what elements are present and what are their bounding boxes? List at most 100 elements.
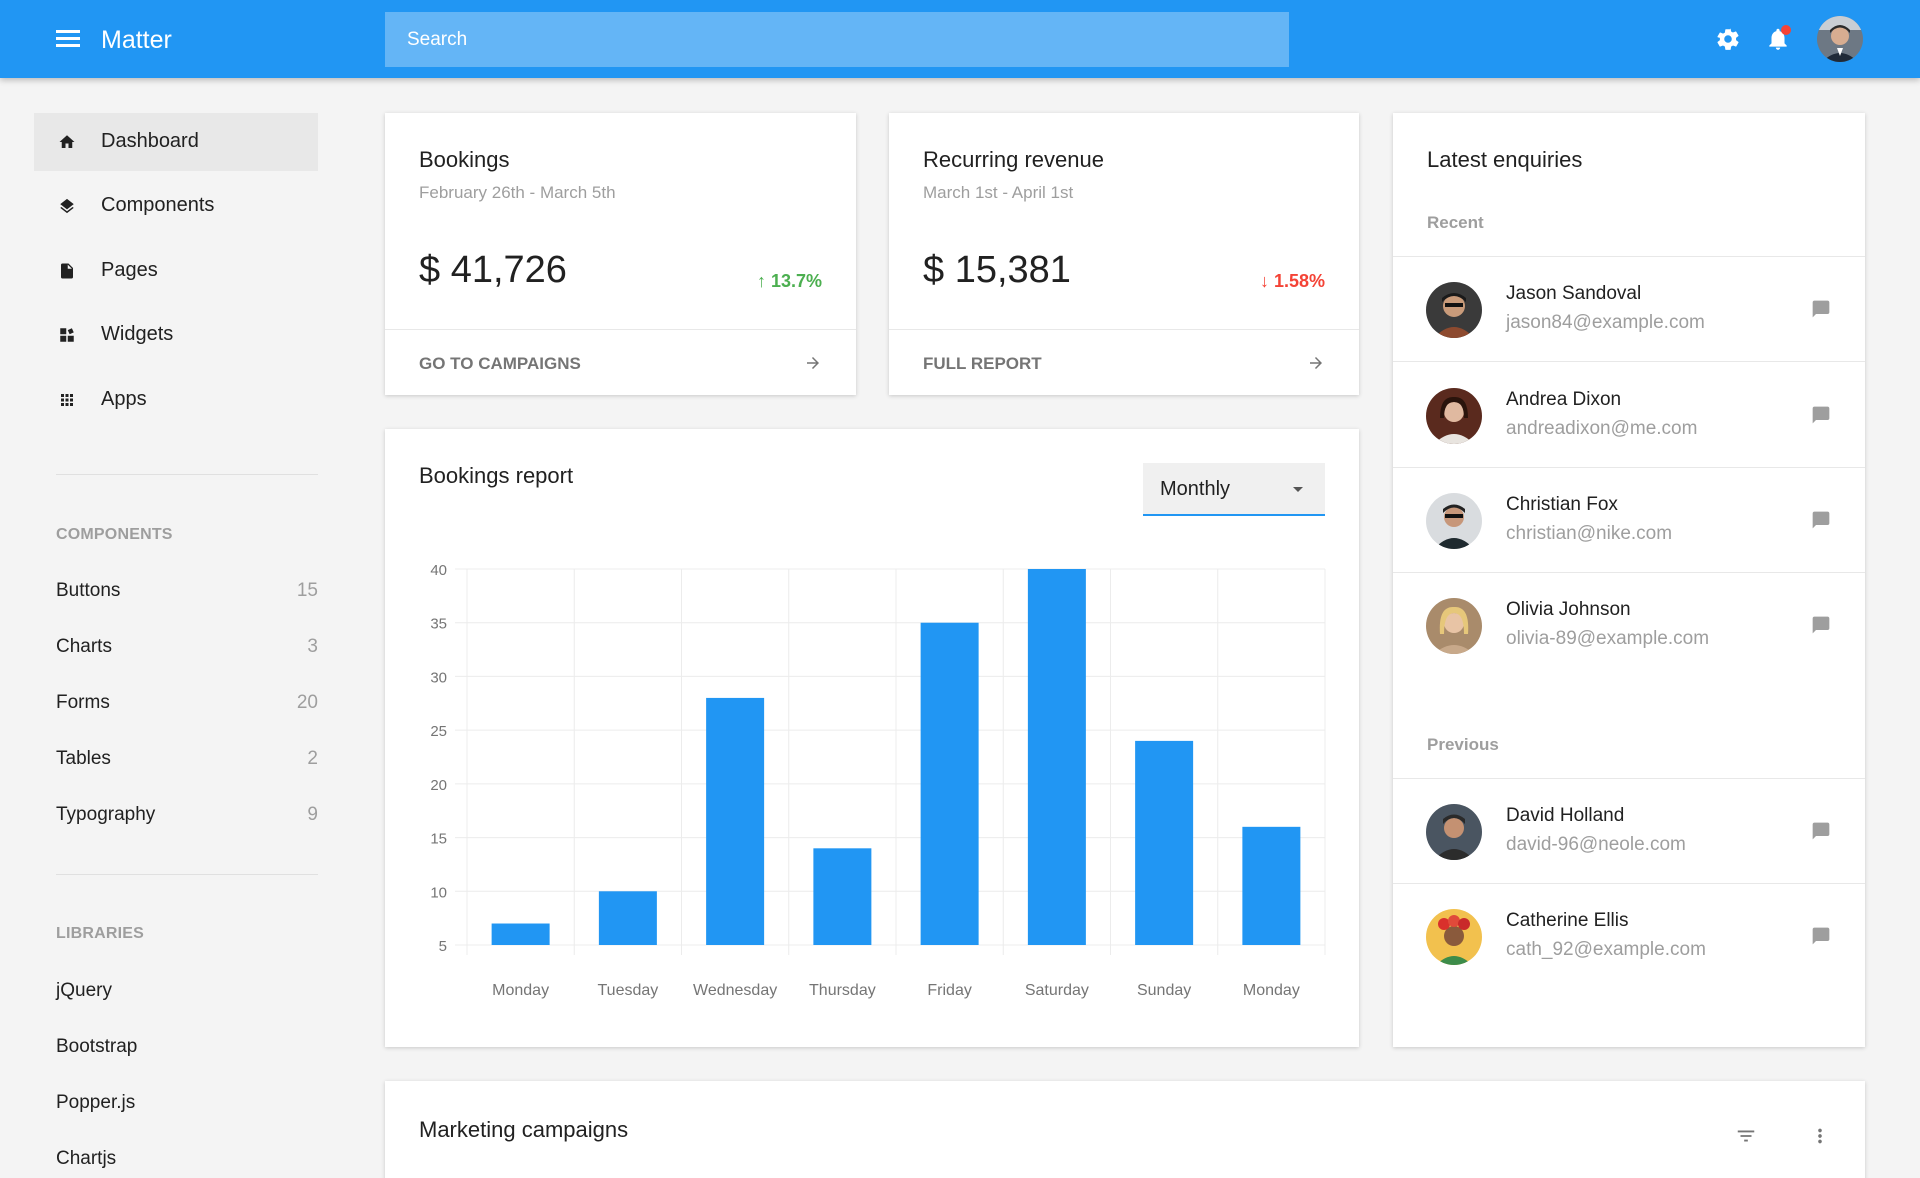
sidebar-link-label: jQuery [56, 980, 112, 1001]
enquiry-name: Jason Sandoval [1506, 283, 1642, 304]
bar [491, 923, 550, 945]
more-vertical-icon[interactable] [1809, 1125, 1831, 1147]
message-icon[interactable] [1811, 615, 1831, 635]
x-tick-label: Monday [1243, 982, 1300, 999]
home-icon [59, 135, 75, 148]
trend-badge: ↓ 1.58% [1260, 271, 1325, 292]
bar [706, 697, 765, 945]
sidebar-link-label: Chartjs [56, 1148, 117, 1169]
enquiry-name: Olivia Johnson [1506, 599, 1631, 620]
y-tick-label: 35 [430, 616, 447, 633]
message-icon[interactable] [1811, 821, 1831, 841]
sidebar-item-label: Apps [101, 388, 147, 410]
person-photo-icon [1426, 388, 1482, 444]
trend-badge: ↑ 13.7% [757, 271, 822, 292]
enquiry-row[interactable]: Jason Sandoval jason84@example.com [1393, 257, 1865, 362]
x-tick-label: Thursday [809, 982, 876, 999]
sidebar-link-buttons[interactable]: Buttons 15 [56, 576, 318, 606]
enquiry-email: olivia-89@example.com [1506, 628, 1710, 649]
avatar [1426, 804, 1482, 860]
bookings-bar-chart: 5 10 15 20 25 30 35 40 Monday Tuesday Wednesday Thu… [430, 562, 1326, 999]
full-report-link[interactable]: FULL REPORT [889, 329, 1359, 395]
bookings-value: $ 41,726 [419, 249, 567, 291]
sidebar-item-label: Dashboard [101, 130, 199, 152]
enquiry-name: Christian Fox [1506, 494, 1618, 515]
bar [1027, 569, 1086, 945]
latest-enquiries-card: Latest enquiries Recent Jason Sandoval j… [1393, 113, 1865, 1047]
sidebar-item-pages[interactable]: Pages [34, 242, 318, 300]
recurring-revenue-card: Recurring revenue March 1st - April 1st … [889, 113, 1359, 395]
avatar [1426, 388, 1482, 444]
arrow-down-icon: ↓ [1259, 271, 1269, 291]
sidebar-link-jquery[interactable]: jQuery [56, 976, 318, 1006]
filter-icon[interactable] [1735, 1125, 1757, 1147]
sidebar-link-label: Buttons [56, 580, 121, 601]
avatar [1426, 493, 1482, 549]
person-photo-icon [1426, 598, 1482, 654]
sidebar-item-components[interactable]: Components [34, 177, 318, 235]
trend-value: 13.7% [770, 271, 822, 291]
period-select[interactable]: Monthly [1143, 463, 1325, 516]
enquiry-email: andreadixon@me.com [1506, 418, 1698, 439]
message-icon[interactable] [1811, 926, 1831, 946]
marketing-campaigns-card: Marketing campaigns [385, 1081, 1865, 1178]
x-tick-label: Tuesday [597, 982, 658, 999]
gear-icon[interactable] [1715, 26, 1741, 52]
enquiry-email: christian@nike.com [1506, 523, 1673, 544]
message-icon[interactable] [1811, 510, 1831, 530]
card-title: Latest enquiries [1427, 147, 1583, 172]
enquiry-name: Andrea Dixon [1506, 389, 1622, 410]
sidebar-link-typography[interactable]: Typography 9 [56, 800, 318, 830]
card-title: Bookings [419, 147, 510, 172]
sidebar-link-popperjs[interactable]: Popper.js [56, 1088, 318, 1118]
person-photo-icon [1426, 804, 1482, 860]
sidebar-link-tables[interactable]: Tables 2 [56, 744, 318, 774]
enquiry-row[interactable]: David Holland david-96@neole.com [1393, 779, 1865, 884]
previous-section-label: Previous [1427, 735, 1499, 754]
bar [920, 622, 979, 945]
period-select-value: Monthly [1160, 478, 1231, 500]
y-tick-label: 20 [430, 777, 447, 794]
enquiry-name: Catherine Ellis [1506, 910, 1629, 931]
enquiry-row[interactable]: Catherine Ellis cath_92@example.com [1393, 884, 1865, 989]
libraries-section-title: LIBRARIES [56, 925, 145, 942]
sidebar-link-count: 2 [307, 748, 318, 769]
sidebar-item-label: Components [101, 194, 215, 216]
enquiry-email: david-96@neole.com [1506, 834, 1686, 855]
x-tick-label: Saturday [1025, 982, 1089, 999]
menu-icon[interactable] [56, 30, 80, 48]
enquiry-row[interactable]: Christian Fox christian@nike.com [1393, 468, 1865, 573]
sidebar-divider [56, 874, 318, 875]
sidebar-link-chartjs[interactable]: Chartjs [56, 1144, 318, 1174]
x-tick-label: Wednesday [693, 982, 777, 999]
sidebar-item-apps[interactable]: Apps [34, 371, 318, 429]
notification-badge [1781, 25, 1791, 35]
sidebar-item-label: Widgets [101, 323, 174, 345]
sidebar-item-dashboard[interactable]: Dashboard [34, 113, 318, 171]
y-tick-label: 15 [430, 831, 447, 848]
user-photo-icon [1817, 16, 1863, 62]
bar [1242, 826, 1301, 945]
message-icon[interactable] [1811, 405, 1831, 425]
sidebar-link-bootstrap[interactable]: Bootstrap [56, 1032, 318, 1062]
sidebar-item-widgets[interactable]: Widgets [34, 306, 318, 364]
sidebar-link-label: Tables [56, 748, 111, 769]
date-range: March 1st - April 1st [923, 183, 1074, 202]
enquiry-row[interactable]: Olivia Johnson olivia-89@example.com [1393, 573, 1865, 678]
sidebar-link-count: 15 [296, 580, 318, 601]
revenue-value: $ 15,381 [923, 249, 1071, 291]
message-icon[interactable] [1811, 299, 1831, 319]
sidebar-link-charts[interactable]: Charts 3 [56, 632, 318, 662]
notifications-button[interactable] [1765, 25, 1791, 52]
search-input[interactable] [385, 12, 1289, 67]
sidebar-link-forms[interactable]: Forms 20 [56, 688, 318, 718]
user-avatar[interactable] [1817, 16, 1863, 62]
enquiry-row[interactable]: Andrea Dixon andreadixon@me.com [1393, 363, 1865, 468]
arrow-up-icon: ↑ [756, 271, 766, 291]
go-to-campaigns-link[interactable]: GO TO CAMPAIGNS [385, 329, 856, 395]
person-photo-icon [1426, 493, 1482, 549]
person-photo-icon [1426, 282, 1482, 338]
y-tick-label: 30 [430, 669, 447, 686]
card-title: Marketing campaigns [419, 1117, 629, 1142]
bar [1135, 740, 1194, 945]
